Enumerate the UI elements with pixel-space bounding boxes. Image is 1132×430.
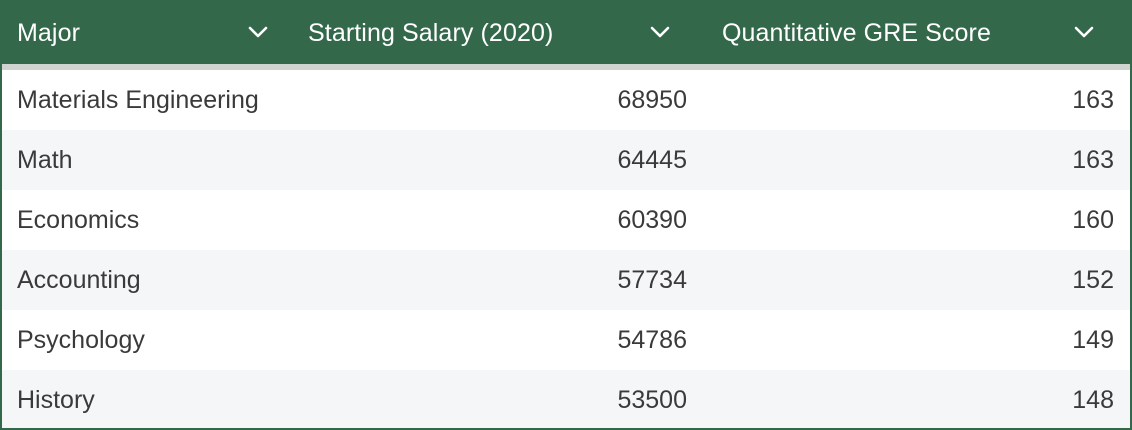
cell-gre-score: 152 xyxy=(1072,265,1114,294)
cell-starting-salary: 64445 xyxy=(617,145,687,174)
table-row: Psychology 54786 149 xyxy=(2,310,1130,370)
chevron-down-icon[interactable] xyxy=(649,24,671,40)
cell-major: History xyxy=(17,385,95,414)
table-header: Major Starting Salary (2020) Quantitativ… xyxy=(2,2,1130,64)
table-row: Materials Engineering 68950 163 xyxy=(2,70,1130,130)
column-header-label: Quantitative GRE Score xyxy=(722,18,991,47)
cell-starting-salary: 60390 xyxy=(617,205,687,234)
table-row: Accounting 57734 152 xyxy=(2,250,1130,310)
table-row: History 53500 148 xyxy=(2,370,1130,428)
column-header-starting-salary[interactable]: Starting Salary (2020) xyxy=(294,2,706,64)
cell-starting-salary: 53500 xyxy=(617,385,687,414)
column-header-label: Starting Salary (2020) xyxy=(308,18,554,47)
cell-starting-salary: 57734 xyxy=(617,265,687,294)
cell-gre-score: 160 xyxy=(1072,205,1114,234)
cell-gre-score: 163 xyxy=(1072,145,1114,174)
cell-starting-salary: 54786 xyxy=(617,325,687,354)
column-header-major[interactable]: Major xyxy=(2,2,294,64)
cell-gre-score: 149 xyxy=(1072,325,1114,354)
cell-major: Accounting xyxy=(17,265,141,294)
column-header-quantitative-gre-score[interactable]: Quantitative GRE Score xyxy=(706,2,1130,64)
table-row: Economics 60390 160 xyxy=(2,190,1130,250)
cell-major: Psychology xyxy=(17,325,145,354)
cell-starting-salary: 68950 xyxy=(617,85,687,114)
cell-gre-score: 148 xyxy=(1072,385,1114,414)
cell-gre-score: 163 xyxy=(1072,85,1114,114)
chevron-down-icon[interactable] xyxy=(1073,24,1095,40)
column-header-label: Major xyxy=(17,18,81,47)
chevron-down-icon[interactable] xyxy=(247,24,269,40)
header-divider xyxy=(2,64,1130,70)
table-body: Materials Engineering 68950 163 Math 644… xyxy=(2,70,1130,428)
table-row: Math 64445 163 xyxy=(2,130,1130,190)
cell-major: Economics xyxy=(17,205,140,234)
cell-major: Materials Engineering xyxy=(17,85,259,114)
cell-major: Math xyxy=(17,145,73,174)
